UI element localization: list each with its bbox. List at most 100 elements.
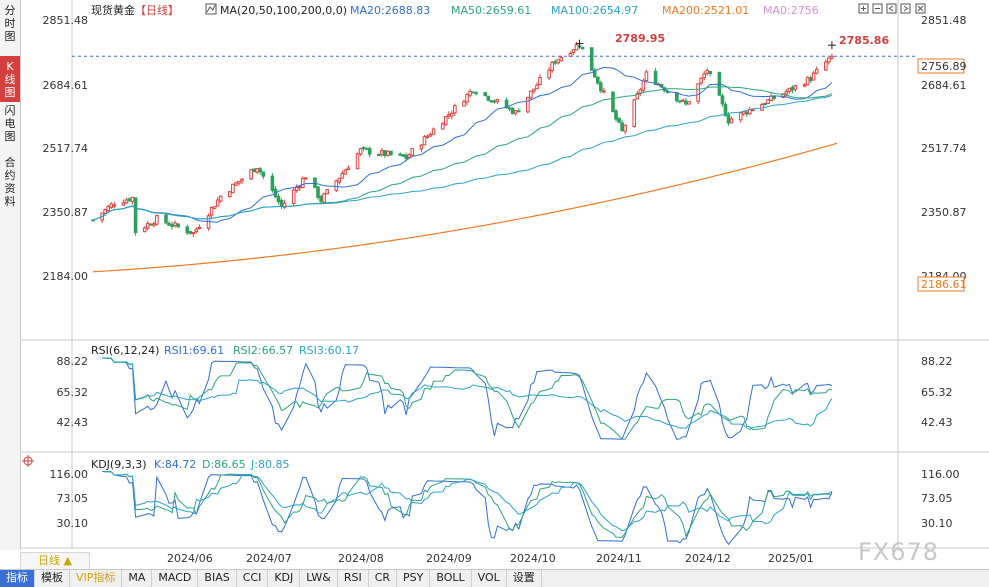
rsi1-value: RSI1:69.61 (164, 344, 224, 357)
candle-body (401, 154, 405, 157)
tab-rsi[interactable]: RSI (338, 570, 369, 587)
candle-body (513, 110, 518, 114)
candle-body (361, 147, 366, 150)
y-tick-label: 2350.87 (921, 206, 967, 219)
tab-templates[interactable]: 模板 (35, 570, 70, 587)
zoom-out-icon[interactable] (872, 3, 883, 14)
tab-cr[interactable]: CR (369, 570, 398, 587)
ma-settings-icon[interactable] (205, 3, 217, 15)
candle-body (474, 92, 478, 95)
candle-body (553, 61, 557, 64)
candle-body (291, 189, 296, 204)
chart-canvas[interactable]: 现货黄金【日线】 MA(20,50,100,200,0,0) MA20:2688… (20, 0, 989, 568)
sidebar-tab-timeshare[interactable]: 分 时 图 (4, 4, 16, 43)
x-tick-label: 2024/09 (426, 552, 472, 565)
period-tag: 【日线】 (135, 3, 179, 17)
tab-vip-indicators[interactable]: VIP指标 (70, 570, 123, 587)
reset-icon[interactable] (915, 3, 926, 14)
kdj-settings-icon[interactable] (22, 455, 34, 467)
rsi-tick-label-left: 42.43 (57, 416, 89, 429)
candle-body (808, 77, 813, 82)
y-tick-label-left: 2684.61 (43, 79, 89, 92)
indicator-toolbar: 指标 模板 VIP指标 MA MACD BIAS CCI KDJ LW& RSI… (0, 569, 989, 587)
candle-body (763, 103, 767, 106)
candle-body (580, 46, 585, 50)
candle-body (173, 222, 177, 227)
sidebar-tab-kline[interactable]: K 线 图 (0, 56, 20, 102)
candle-body (124, 199, 129, 204)
sidebar-tab-flash[interactable]: 闪 电 图 (4, 104, 16, 143)
kdj-k-line (102, 471, 833, 546)
candle-body (133, 197, 138, 234)
x-tick-label: 2024/07 (246, 552, 292, 565)
candle-body (155, 215, 159, 225)
candle-body (194, 228, 199, 233)
candle-body (814, 68, 819, 74)
tab-bias[interactable]: BIAS (198, 570, 237, 587)
candle-body (380, 150, 384, 155)
candle-body (398, 153, 402, 156)
scroll-left-icon[interactable] (886, 3, 897, 14)
ma200-line (92, 142, 838, 273)
candle-body (389, 150, 393, 156)
candle-body (471, 91, 475, 94)
x-tick-label: 2024/10 (510, 552, 556, 565)
candle-body (377, 154, 381, 157)
tab-boll[interactable]: BOLL (430, 570, 472, 587)
candle-body (708, 71, 713, 75)
candle-body (453, 105, 457, 114)
candle-body (611, 91, 615, 112)
candle-body (653, 70, 658, 85)
tab-lw[interactable]: LW& (300, 570, 338, 587)
x-tick-label: 2024/06 (167, 552, 213, 565)
candle-body (465, 93, 469, 103)
chart-type-sidebar: 分 时 图 K 线 图 闪 电 图 合 约 资 料 (0, 0, 21, 550)
tab-macd[interactable]: MACD (152, 570, 199, 587)
candle-body (516, 110, 521, 113)
candle-body (450, 112, 454, 117)
candle-body (684, 100, 688, 105)
candle-body (209, 206, 214, 216)
candle-body (720, 95, 725, 105)
candle-body (218, 195, 223, 202)
tab-settings[interactable]: 设置 (507, 570, 542, 587)
candle-body (784, 91, 789, 95)
y-tick-label: 2851.48 (921, 14, 967, 27)
candle-body (675, 92, 679, 102)
tab-cci[interactable]: CCI (237, 570, 269, 587)
candle-body (383, 150, 387, 157)
tab-indicators[interactable]: 指标 (0, 570, 35, 587)
candle-body (681, 99, 685, 102)
candle-body (550, 61, 554, 71)
tab-vol[interactable]: VOL (472, 570, 507, 587)
candle-body (592, 69, 597, 78)
candle-body (404, 154, 408, 159)
candle-body (215, 199, 220, 207)
ma0-value: MA0:2756 (763, 4, 819, 17)
tab-ma[interactable]: MA (122, 570, 153, 587)
ma200-price-label: 2186.61 (921, 278, 967, 291)
candle-body (696, 83, 700, 102)
candle-body (112, 204, 117, 207)
period-selector[interactable]: 日线 ▲ (20, 552, 90, 570)
tab-kdj[interactable]: KDJ (268, 570, 301, 587)
candle-body (772, 96, 776, 99)
candle-body (443, 115, 448, 126)
sidebar-tab-contract-info[interactable]: 合 约 资 料 (4, 156, 16, 208)
candle-body (142, 227, 147, 233)
x-tick-label: 2024/11 (596, 552, 642, 565)
candle-body (802, 84, 807, 87)
kdj-tick-label: 30.10 (921, 517, 953, 530)
rsi-tick-label-left: 65.32 (57, 386, 89, 399)
scroll-right-icon[interactable] (900, 3, 911, 14)
candle-body (793, 85, 798, 90)
candle-body (197, 226, 202, 230)
candle-body (830, 55, 834, 59)
candle-body (325, 189, 329, 195)
candle-body (492, 100, 497, 103)
rsi3-value: RSI3:60.17 (299, 344, 359, 357)
candle-body (228, 191, 232, 198)
zoom-in-icon[interactable] (858, 3, 869, 14)
current-price-label: 2756.89 (921, 60, 967, 73)
tab-psy[interactable]: PSY (397, 570, 431, 587)
